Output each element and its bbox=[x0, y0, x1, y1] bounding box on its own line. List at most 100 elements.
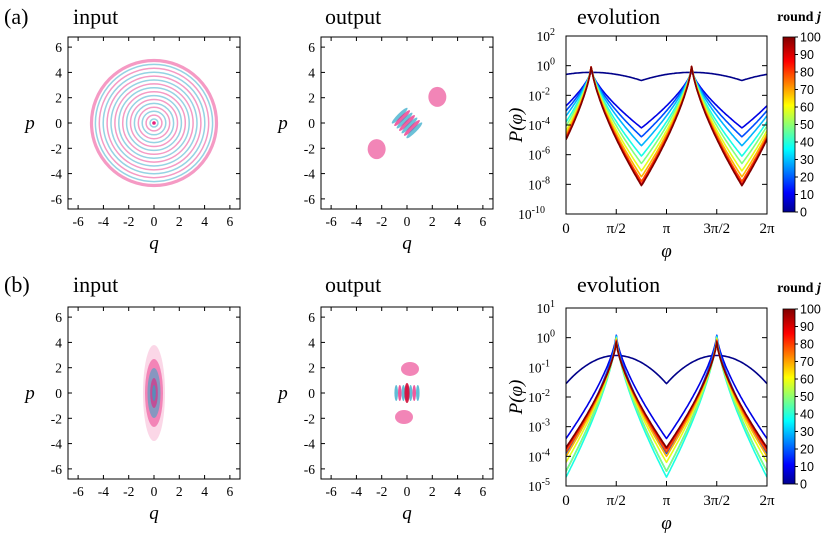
x-axis-label: q bbox=[149, 233, 159, 254]
y-tick-label: -2 bbox=[51, 411, 62, 426]
colorbar-tick-label: 0 bbox=[800, 478, 807, 492]
x-tick-label: 0 bbox=[151, 484, 158, 499]
x-axis-label: q bbox=[402, 233, 412, 254]
panel-label-a: (a) bbox=[4, 4, 28, 29]
title-input-a: input bbox=[73, 4, 118, 29]
y-axis-label: P(φ) bbox=[506, 108, 527, 144]
x-tick-label: π/2 bbox=[607, 493, 626, 509]
y-tick-label: 100 bbox=[537, 329, 556, 346]
series-group bbox=[566, 65, 767, 187]
x-tick-label: 2 bbox=[429, 484, 436, 499]
series-line-round-40 bbox=[566, 336, 767, 478]
x-tick-label: 4 bbox=[454, 484, 461, 499]
wigner-lobe bbox=[401, 361, 419, 376]
wigner-positive-ring bbox=[145, 114, 163, 132]
y-tick-label: 6 bbox=[308, 40, 315, 55]
colorbar-tick-label: 30 bbox=[800, 153, 814, 167]
y-axis-label: p bbox=[23, 113, 35, 134]
y-tick-label: 10-5 bbox=[528, 477, 550, 494]
wigner-lobe bbox=[367, 139, 386, 160]
colorbar-tick-label: 60 bbox=[800, 373, 814, 387]
y-tick-label: 4 bbox=[55, 335, 62, 350]
x-tick-label: 0 bbox=[404, 484, 411, 499]
y-tick-label: 10-8 bbox=[528, 175, 550, 192]
colorbar-tick-label: 50 bbox=[800, 118, 814, 132]
y-axis-label: p bbox=[276, 113, 288, 134]
y-tick-label: 4 bbox=[308, 335, 315, 350]
y-tick-label: -4 bbox=[304, 437, 315, 452]
title-evolution-b: evolution bbox=[577, 272, 660, 297]
y-tick-label: -6 bbox=[51, 192, 62, 207]
colorbar-label: round j bbox=[777, 281, 821, 296]
x-tick-label: -6 bbox=[325, 214, 336, 229]
title-input-b: input bbox=[73, 272, 118, 297]
x-tick-label: 3π/2 bbox=[703, 221, 730, 237]
x-tick-label: -4 bbox=[351, 214, 362, 229]
x-tick-label: 4 bbox=[201, 214, 208, 229]
y-tick-label: 100 bbox=[537, 57, 556, 74]
y-tick-label: 4 bbox=[55, 65, 62, 80]
y-tick-label: 2 bbox=[55, 91, 62, 106]
colorbar-b: round j 0 10 20 30 40 50 60 70 80 90 100 bbox=[777, 281, 821, 492]
x-tick-label: 3π/2 bbox=[703, 493, 730, 509]
y-tick-label: 2 bbox=[55, 361, 62, 376]
series-line-round-100 bbox=[566, 65, 767, 187]
x-tick-label: 2 bbox=[176, 484, 183, 499]
y-tick-label: 10-2 bbox=[528, 86, 550, 103]
wigner-positive-ring bbox=[114, 83, 194, 163]
wigner-positive-ring bbox=[98, 67, 210, 179]
colorbar-tick-label: 30 bbox=[800, 425, 814, 439]
wigner-positive-ring bbox=[129, 98, 179, 148]
y-tick-label: 6 bbox=[308, 310, 315, 325]
wigner-input-a: -6 -6 -4 -4 -2 -2 0 0 2 2 4 4 6 6 q p bbox=[23, 36, 241, 254]
wigner-fringe bbox=[398, 385, 402, 401]
x-tick-label: -4 bbox=[98, 484, 109, 499]
title-evolution-a: evolution bbox=[577, 4, 660, 29]
wigner-lobe bbox=[395, 410, 413, 425]
title-output-b: output bbox=[325, 272, 381, 297]
x-tick-label: -4 bbox=[351, 484, 362, 499]
x-tick-label: -6 bbox=[72, 214, 83, 229]
wigner-negative-ring bbox=[152, 385, 156, 401]
colorbar-tick-label: 20 bbox=[800, 443, 814, 457]
colorbar-tick-label: 50 bbox=[800, 390, 814, 404]
wigner-fringe bbox=[416, 385, 420, 401]
x-tick-label: 2π bbox=[759, 493, 775, 509]
x-tick-label: 6 bbox=[480, 214, 487, 229]
wigner-fringe bbox=[401, 385, 406, 401]
series-line-round-1 bbox=[566, 354, 767, 385]
x-tick-label: 6 bbox=[227, 484, 234, 499]
colorbar-label: round j bbox=[777, 10, 821, 25]
y-axis-label: p bbox=[23, 383, 35, 404]
colorbar-a: round j 0 10 20 30 40 50 60 70 80 90 100 bbox=[777, 10, 821, 220]
colorbar-tick-label: 100 bbox=[800, 303, 821, 317]
wigner-fringe bbox=[404, 383, 410, 403]
series-line-round-100 bbox=[566, 341, 767, 449]
x-tick-label: π/2 bbox=[607, 221, 626, 237]
y-tick-label: -6 bbox=[304, 192, 315, 207]
colorbar-tick-label: 60 bbox=[800, 101, 814, 115]
wigner-negative-ring bbox=[110, 79, 198, 167]
y-axis-label: P(φ) bbox=[506, 380, 527, 416]
x-tick-label: -2 bbox=[376, 214, 387, 229]
wigner-fringe bbox=[406, 122, 423, 139]
wigner-fringe bbox=[399, 115, 415, 131]
series-line-round-60 bbox=[566, 338, 767, 464]
wigner-lobe bbox=[428, 86, 447, 107]
wigner-negative-ring bbox=[133, 102, 175, 144]
y-tick-label: 0 bbox=[55, 386, 62, 401]
panel-label-b: (b) bbox=[4, 272, 30, 297]
x-tick-label: 0 bbox=[562, 493, 570, 509]
y-axis-label: p bbox=[276, 383, 288, 404]
series-line-round-50 bbox=[566, 336, 767, 473]
y-tick-label: 6 bbox=[55, 40, 62, 55]
x-tick-label: 2 bbox=[176, 214, 183, 229]
y-tick-label: -2 bbox=[304, 141, 315, 156]
y-tick-label: 2 bbox=[308, 361, 315, 376]
x-tick-label: 6 bbox=[480, 484, 487, 499]
colorbar-tick-label: 90 bbox=[800, 48, 814, 62]
x-tick-label: -2 bbox=[123, 484, 134, 499]
y-tick-label: 0 bbox=[55, 116, 62, 131]
y-tick-label: 10-4 bbox=[528, 447, 550, 464]
